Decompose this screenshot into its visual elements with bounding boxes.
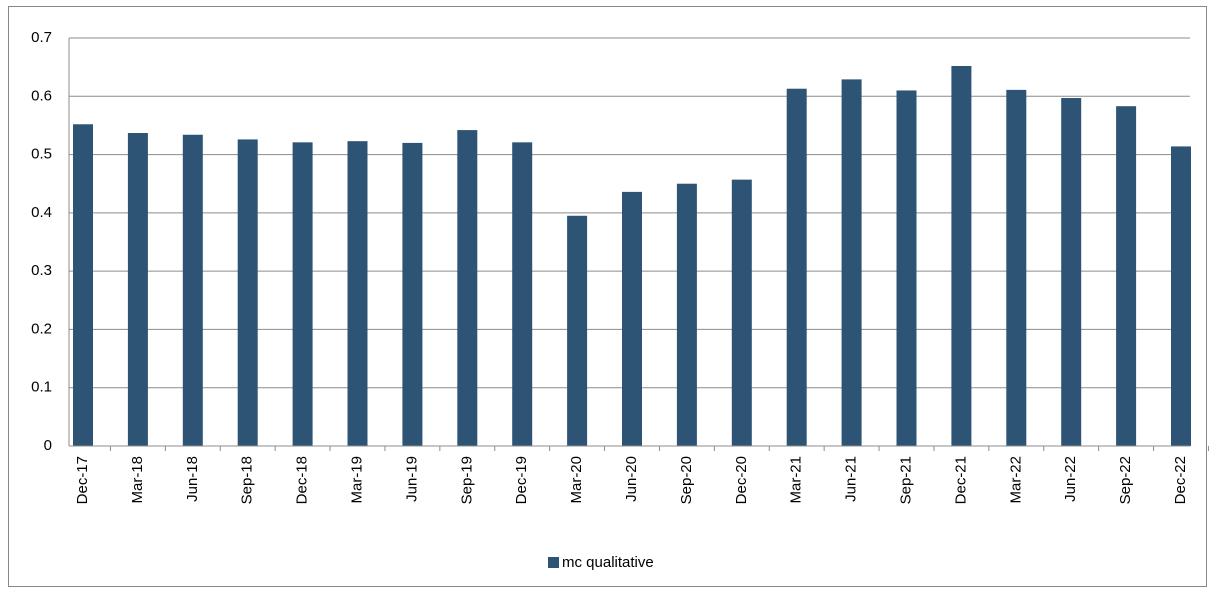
x-tick-label: Mar-19 bbox=[348, 456, 365, 504]
bar bbox=[1006, 89, 1027, 447]
bar bbox=[457, 130, 478, 446]
legend-swatch bbox=[548, 557, 559, 568]
bar bbox=[786, 88, 807, 447]
x-tick-label: Dec-18 bbox=[294, 456, 311, 504]
x-tick-label: Sep-18 bbox=[239, 456, 256, 504]
bar bbox=[951, 65, 972, 446]
x-tick-label: Jun-18 bbox=[184, 456, 201, 502]
bar bbox=[182, 134, 203, 447]
x-tick-label: Jun-20 bbox=[623, 456, 640, 502]
x-tick-label: Dec-19 bbox=[513, 456, 530, 504]
x-tick-label: Mar-20 bbox=[568, 456, 585, 504]
x-tick-label: Dec-21 bbox=[952, 456, 969, 504]
y-tick-label: 0.4 bbox=[31, 204, 52, 221]
x-tick-label: Dec-20 bbox=[733, 456, 750, 504]
x-tick-label: Jun-21 bbox=[843, 456, 860, 502]
bar bbox=[731, 179, 752, 447]
bar bbox=[841, 79, 862, 446]
bar bbox=[567, 215, 588, 446]
legend-label: mc qualitative bbox=[562, 554, 654, 571]
x-tick-label: Sep-19 bbox=[458, 456, 475, 504]
x-tick-label: Dec-17 bbox=[74, 456, 91, 504]
bar bbox=[347, 141, 368, 446]
bar bbox=[622, 191, 642, 446]
x-tick-label: Mar-21 bbox=[788, 456, 805, 504]
bar bbox=[1171, 146, 1191, 446]
bar bbox=[127, 133, 148, 446]
x-tick-label: Mar-18 bbox=[129, 456, 146, 504]
x-tick-label: Sep-20 bbox=[678, 456, 695, 504]
x-tick-label: Jun-22 bbox=[1062, 456, 1079, 502]
bar bbox=[402, 142, 423, 446]
bar bbox=[1116, 106, 1137, 447]
bar bbox=[1061, 98, 1082, 446]
y-tick-label: 0.3 bbox=[31, 262, 52, 279]
y-tick-label: 0.1 bbox=[31, 379, 52, 396]
y-tick-label: 0.7 bbox=[31, 29, 52, 46]
bar bbox=[676, 183, 697, 446]
x-tick-label: Jun-19 bbox=[403, 456, 420, 502]
bar bbox=[896, 90, 917, 446]
bar bbox=[237, 139, 258, 446]
bar bbox=[73, 124, 93, 447]
y-tick-label: 0 bbox=[44, 437, 52, 454]
y-tick-label: 0.2 bbox=[31, 320, 52, 337]
x-tick-label: Sep-21 bbox=[897, 456, 914, 504]
x-tick-label: Dec-22 bbox=[1172, 456, 1189, 504]
x-tick-label: Sep-22 bbox=[1117, 456, 1134, 504]
y-tick-label: 0.6 bbox=[31, 87, 52, 104]
bar bbox=[292, 142, 313, 446]
y-tick-label: 0.5 bbox=[31, 146, 52, 163]
bar bbox=[512, 142, 533, 446]
x-tick-label: Mar-22 bbox=[1007, 456, 1024, 504]
